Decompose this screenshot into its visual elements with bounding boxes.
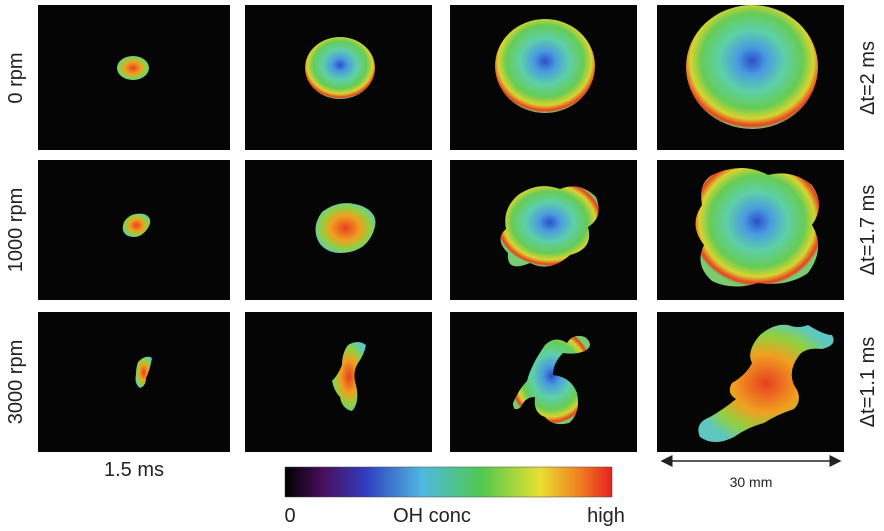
row-label: 3000 rpm bbox=[5, 340, 27, 425]
row-label: 0 rpm bbox=[5, 52, 27, 103]
flame-kernel bbox=[305, 37, 375, 99]
interval-label: Δt=1.7 ms bbox=[857, 185, 879, 276]
panel bbox=[38, 312, 230, 452]
figure: 0 rpm 1000 rpm 3000 rpm Δt=2 ms Δt=1.7 m… bbox=[0, 0, 884, 531]
colorbar bbox=[285, 467, 612, 497]
colorbar-max: high bbox=[587, 505, 625, 527]
row-label: 1000 rpm bbox=[5, 188, 27, 273]
interval-label: Δt=1.1 ms bbox=[857, 337, 879, 428]
flame-kernel bbox=[117, 56, 149, 80]
flame-kernel bbox=[495, 19, 595, 113]
time-label: 1.5 ms bbox=[104, 459, 164, 481]
scale-label: 30 mm bbox=[730, 474, 773, 490]
colorbar-min: 0 bbox=[284, 505, 295, 527]
colorbar-title: OH conc bbox=[393, 505, 471, 527]
flame-kernel bbox=[686, 5, 818, 129]
flame-kernel bbox=[695, 168, 819, 287]
interval-label: Δt=2 ms bbox=[857, 41, 879, 115]
